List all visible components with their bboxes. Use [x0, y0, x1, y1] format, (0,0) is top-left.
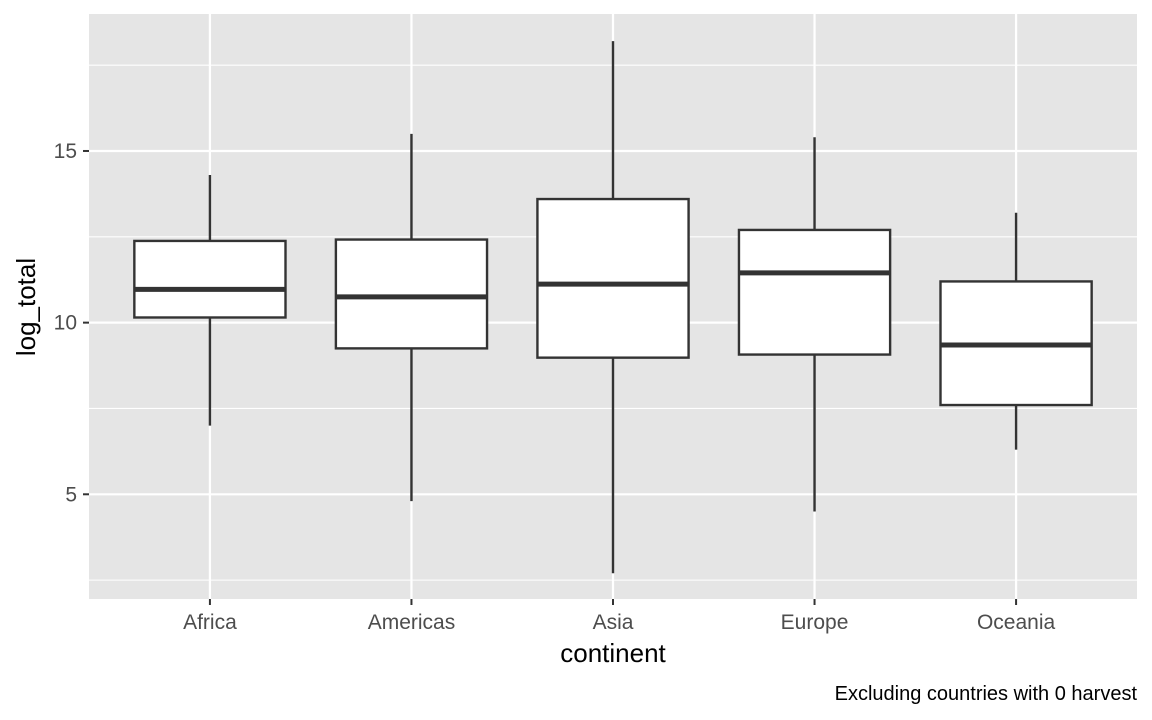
- box-oceania: [939, 212, 1093, 450]
- box-iqr: [133, 239, 287, 319]
- y-axis-title: log_total: [11, 258, 41, 356]
- box-iqr: [536, 197, 690, 359]
- chart-caption: Excluding countries with 0 harvest: [835, 683, 1138, 705]
- x-tick-label: Oceania: [977, 611, 1056, 634]
- box-iqr: [334, 238, 489, 350]
- box-africa: [133, 175, 287, 426]
- x-tick-label: Europe: [781, 611, 849, 634]
- box-americas: [334, 133, 489, 502]
- box-europe: [737, 137, 892, 512]
- y-tick-label: 15: [54, 140, 77, 163]
- x-tick-label: Americas: [368, 611, 456, 634]
- x-tick-label: Africa: [183, 611, 237, 634]
- box-asia: [536, 41, 690, 574]
- y-tick-label: 10: [54, 312, 77, 335]
- y-tick-label: 5: [65, 483, 77, 506]
- y-axis: 5 10 15: [54, 140, 89, 506]
- box-series: [133, 41, 1093, 574]
- box-iqr: [737, 228, 892, 356]
- x-tick-label: Asia: [593, 611, 634, 634]
- x-axis-title: continent: [560, 638, 666, 668]
- x-axis: Africa Americas Asia Europe Oceania: [183, 599, 1056, 634]
